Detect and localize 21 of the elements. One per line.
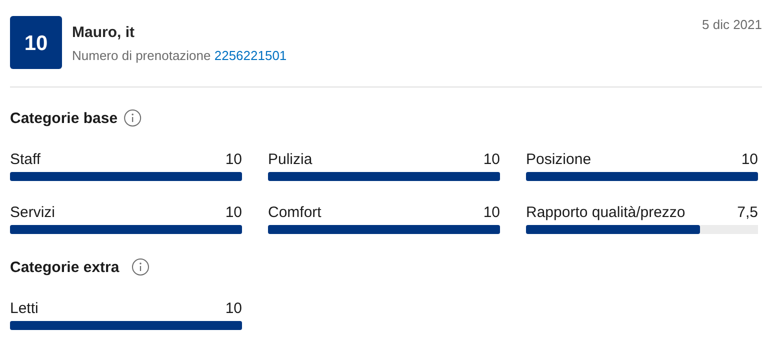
y-tick-label: Servizi [10, 204, 56, 221]
data-label: 10 [225, 151, 242, 168]
y-tick-label: Letti [10, 300, 38, 317]
text: 5 dic 2021 [702, 17, 762, 32]
data-label: 10 [225, 300, 242, 317]
y-tick-label: Posizione [526, 151, 592, 168]
text: Mauro, it [72, 24, 134, 41]
y-tick-label: Comfort [268, 204, 322, 221]
chart-title: Categorie extra [10, 259, 120, 276]
data-label: 10 [483, 151, 500, 168]
y-tick-label: Pulizia [268, 151, 313, 168]
y-tick-label: Staff [10, 151, 42, 168]
data-label: 10 [741, 151, 758, 168]
data-label: 7,5 [737, 204, 758, 221]
chart-title: Categorie base [10, 110, 118, 127]
text: 10 [24, 32, 48, 55]
text: 2256221501 [210, 48, 287, 63]
data-label: 10 [483, 204, 500, 221]
text: Numero di prenotazione [72, 48, 211, 63]
y-tick-label: Rapporto qualità/prezzo [526, 204, 686, 221]
data-label: 10 [225, 204, 242, 221]
